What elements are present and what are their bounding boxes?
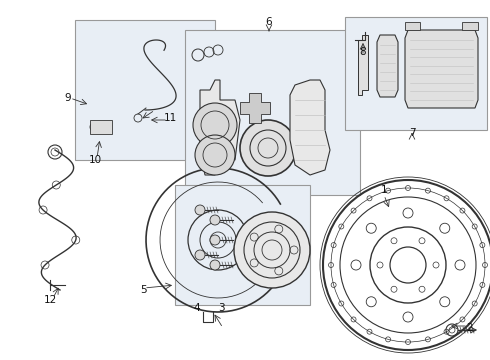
Circle shape — [195, 250, 205, 260]
Text: 5: 5 — [140, 285, 147, 295]
Polygon shape — [405, 22, 420, 30]
Bar — [345, 17, 487, 130]
Text: 1: 1 — [381, 185, 387, 195]
Text: 3: 3 — [218, 303, 224, 313]
Text: 2: 2 — [466, 323, 473, 333]
Circle shape — [234, 212, 310, 288]
Polygon shape — [377, 35, 398, 97]
Circle shape — [195, 135, 235, 175]
Polygon shape — [405, 30, 478, 108]
Polygon shape — [240, 93, 270, 123]
Circle shape — [210, 260, 220, 270]
Circle shape — [240, 120, 296, 176]
Text: 4: 4 — [194, 303, 200, 313]
Bar — [185, 30, 360, 195]
Circle shape — [193, 103, 237, 147]
Polygon shape — [358, 35, 368, 95]
Polygon shape — [200, 80, 240, 175]
Circle shape — [210, 215, 220, 225]
Bar — [175, 185, 310, 305]
Text: 10: 10 — [88, 155, 101, 165]
Text: 11: 11 — [163, 113, 176, 123]
Bar — [75, 20, 215, 160]
Text: 12: 12 — [44, 295, 57, 305]
Text: 6: 6 — [266, 17, 272, 27]
Circle shape — [210, 235, 220, 245]
Text: 9: 9 — [65, 93, 72, 103]
Text: 7: 7 — [409, 128, 416, 138]
Polygon shape — [290, 80, 330, 175]
Bar — [90, 120, 112, 134]
Polygon shape — [462, 22, 478, 30]
Text: 8: 8 — [360, 47, 367, 57]
Circle shape — [195, 205, 205, 215]
